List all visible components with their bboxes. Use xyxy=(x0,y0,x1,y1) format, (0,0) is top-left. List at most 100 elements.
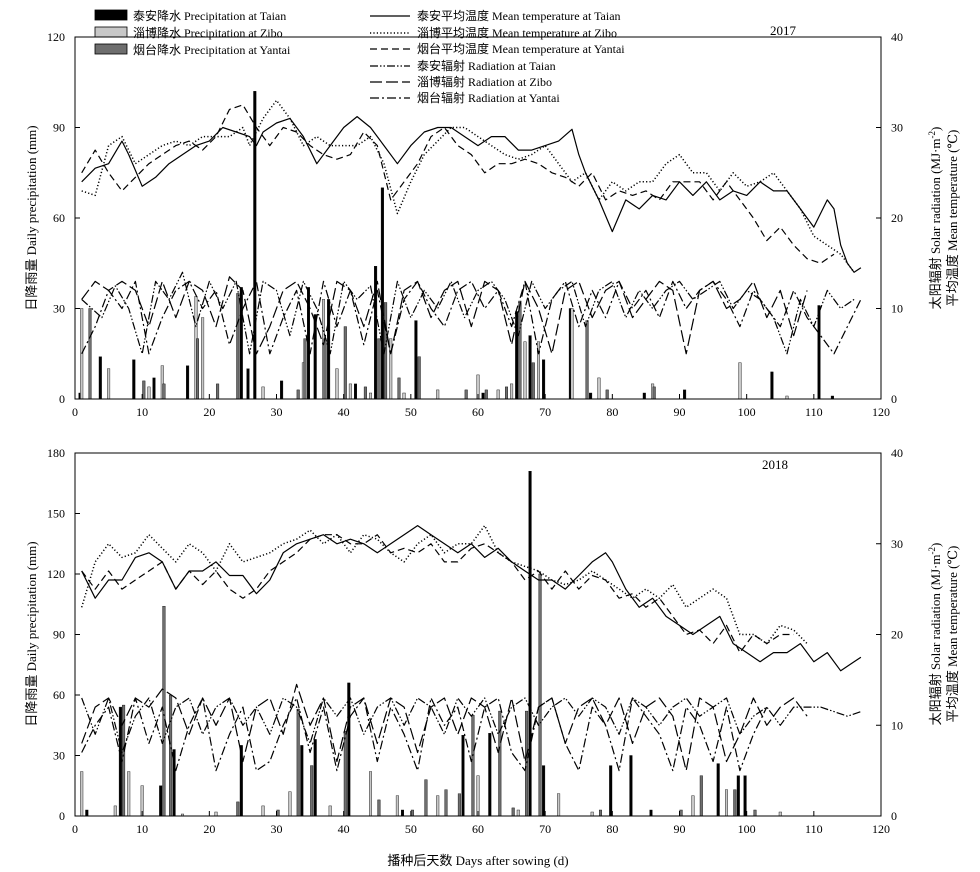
precip-bar-taian-2018-9 xyxy=(461,735,465,817)
precip-bar-zibo-2018-1 xyxy=(113,805,117,817)
precip-bar-taian-2018-7 xyxy=(347,682,351,817)
precip-bar-yantai-2017-8 xyxy=(323,338,327,400)
precip-bar-yantai-2018-13 xyxy=(471,715,475,817)
x-tick-label-2017-30: 30 xyxy=(271,405,283,419)
precip-bar-yantai-2017-3 xyxy=(195,338,199,400)
precip-bar-zibo-2017-17 xyxy=(510,383,514,400)
precip-bar-taian-2017-19 xyxy=(542,359,546,400)
precip-bar-yantai-2018-19 xyxy=(679,809,683,817)
x-tick-label-2017-80: 80 xyxy=(606,405,618,419)
precip-bar-taian-2018-2 xyxy=(159,785,163,817)
precip-bar-taian-2017-22 xyxy=(642,392,646,400)
right-tick-label-2017-20: 20 xyxy=(891,211,903,225)
precip-bar-taian-2018-17 xyxy=(736,775,740,817)
left-tick-label-2018-60: 60 xyxy=(53,688,65,702)
x-tick-label-2018-120: 120 xyxy=(872,822,890,836)
precip-bar-yantai-2017-6 xyxy=(296,389,300,400)
precip-bar-yantai-2017-5 xyxy=(236,293,240,400)
left-tick-label-2018-30: 30 xyxy=(53,749,65,763)
precip-bar-yantai-2018-11 xyxy=(444,789,448,817)
right-axis-title-temp-2017: 平均温度 Mean temperature (℃) xyxy=(945,130,960,307)
panel-2018: 0 10 20 30 40 50 60 70 80 90 100 110 120 0 30 60 90 120 1… xyxy=(24,446,960,836)
precip-bar-yantai-2018-12 xyxy=(457,793,461,817)
left-tick-label-2018-150: 150 xyxy=(47,507,65,521)
precip-bar-taian-2018-12 xyxy=(542,765,546,817)
legend-label-yantai-rad: 烟台辐射 Radiation at Yantai xyxy=(417,90,560,105)
x-tick-label-2017-90: 90 xyxy=(674,405,686,419)
precip-bar-yantai-2018-22 xyxy=(753,809,757,817)
x-axis-2017: 0 10 20 30 40 50 60 70 80 90 100 110 120 xyxy=(72,394,890,419)
legend-swatch-yantai xyxy=(94,43,128,55)
precip-bar-taian-2018-0 xyxy=(85,809,89,817)
rad-title-end-2017: ) xyxy=(928,127,943,131)
series-lines-2018 xyxy=(80,524,862,772)
precip-bar-zibo-2018-10 xyxy=(395,795,399,817)
precip-bar-taian-2017-3 xyxy=(152,377,156,400)
x-axis-title: 播种后天数 Days after sowing (d) xyxy=(387,853,568,868)
precip-bar-yantai-2017-11 xyxy=(377,338,381,400)
left-tick-label-2018-90: 90 xyxy=(53,628,65,642)
temp-line-yantai-2017 xyxy=(81,104,835,264)
precip-bar-taian-2017-14 xyxy=(380,187,384,400)
precip-bar-taian-2017-4 xyxy=(186,365,190,400)
precip-bar-yantai-2018-17 xyxy=(538,573,542,817)
precip-bar-zibo-2018-17 xyxy=(725,789,729,817)
precip-bar-zibo-2017-9 xyxy=(335,368,339,400)
year-label-2018: 2018 xyxy=(762,457,788,472)
precip-bars-2017 xyxy=(78,91,834,400)
left-tick-label-2018-180: 180 xyxy=(47,446,65,460)
precip-bar-yantai-2017-17 xyxy=(505,386,509,400)
precip-bar-zibo-2017-10 xyxy=(348,383,352,400)
left-axis-2017: 0 30 60 90 120 xyxy=(47,30,80,406)
legend-label-yantai-temp: 烟台平均温度 Mean temperature at Yantai xyxy=(417,41,625,56)
rad-line-yantai-2017 xyxy=(81,280,862,355)
left-tick-label-2017-30: 30 xyxy=(53,302,65,316)
precip-bar-yantai-2018-7 xyxy=(343,731,347,817)
precip-bar-yantai-2017-10 xyxy=(363,386,367,400)
precip-bar-yantai-2017-0 xyxy=(88,308,92,400)
precip-bar-zibo-2018-9 xyxy=(369,771,373,817)
precip-bar-yantai-2017-21 xyxy=(605,389,609,400)
precip-bar-yantai-2018-16 xyxy=(525,710,529,817)
precip-bar-yantai-2018-18 xyxy=(599,809,603,817)
precip-bar-yantai-2018-5 xyxy=(296,708,300,817)
legend-bar-taian: 泰安降水 Precipitation at Taian xyxy=(94,8,286,23)
precip-bar-taian-2017-23 xyxy=(683,389,687,400)
precip-bar-taian-2018-13 xyxy=(609,765,613,817)
precip-bar-yantai-2018-15 xyxy=(511,807,515,817)
precip-bar-taian-2017-1 xyxy=(98,356,102,400)
precip-bar-yantai-2017-19 xyxy=(531,362,535,400)
precip-bar-zibo-2017-2 xyxy=(147,386,151,400)
left-tick-label-2018-0: 0 xyxy=(59,809,65,823)
precip-bar-zibo-2017-16 xyxy=(496,389,500,400)
legend-label-taian-precip: 泰安降水 Precipitation at Taian xyxy=(133,8,286,23)
series-lines-2017 xyxy=(81,99,862,355)
x-axis-2018: 0 10 20 30 40 50 60 70 80 90 100 110 120 xyxy=(72,811,890,836)
right-tick-label-2017-0: 0 xyxy=(891,392,897,406)
x-tick-label-2017-40: 40 xyxy=(338,405,350,419)
x-tick-label-2017-20: 20 xyxy=(203,405,215,419)
precip-bar-taian-2018-11 xyxy=(528,471,532,817)
right-tick-label-2017-10: 10 xyxy=(891,302,903,316)
rad-title-exp-2018: -2 xyxy=(927,547,937,555)
x-tick-label-2017-50: 50 xyxy=(405,405,417,419)
rad-line-yantai-2018 xyxy=(81,697,768,772)
left-tick-label-2017-60: 60 xyxy=(53,211,65,225)
x-tick-label-2018-90: 90 xyxy=(674,822,686,836)
right-tick-label-2018-20: 20 xyxy=(891,628,903,642)
precip-bar-yantai-2018-14 xyxy=(498,710,502,817)
precip-bar-zibo-2017-18 xyxy=(523,341,527,400)
right-tick-label-2018-40: 40 xyxy=(891,446,903,460)
rad-title-exp-2017: -2 xyxy=(927,131,937,139)
right-axis-2018: 0 10 20 30 40 xyxy=(876,446,903,823)
x-tick-label-2018-60: 60 xyxy=(472,822,484,836)
right-tick-label-2018-10: 10 xyxy=(891,718,903,732)
precip-bar-taian-2018-18 xyxy=(743,775,747,817)
legend-label-taian-temp: 泰安平均温度 Mean temperature at Taian xyxy=(417,8,621,23)
legend-swatch-zibo xyxy=(94,26,128,38)
rad-line-zibo-2018 xyxy=(81,683,808,772)
x-tick-label-2018-20: 20 xyxy=(203,822,215,836)
precip-bar-zibo-2018-5 xyxy=(214,811,218,817)
precip-bar-yantai-2017-14 xyxy=(417,356,421,400)
rad-line-taian-2018 xyxy=(81,697,862,754)
